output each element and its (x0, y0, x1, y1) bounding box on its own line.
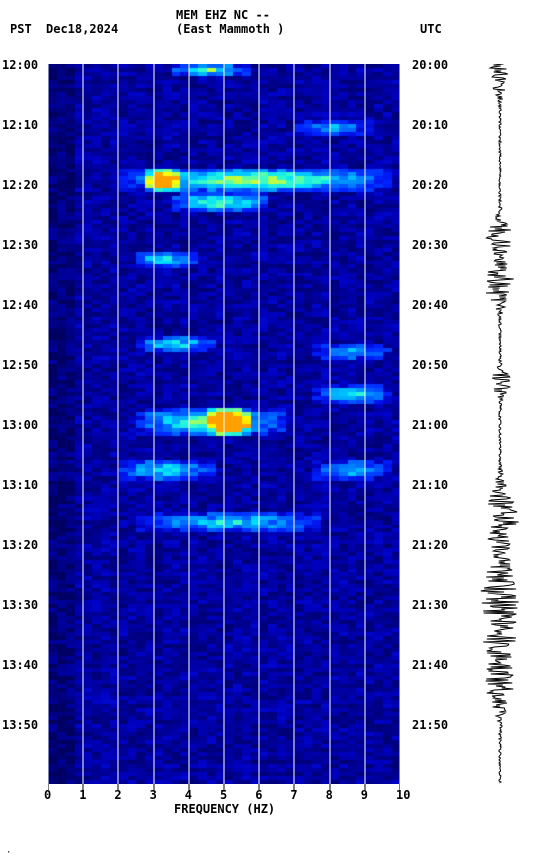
station-line2: (East Mammoth ) (176, 22, 284, 36)
right-time-tick: 21:40 (412, 658, 448, 672)
right-time-tick: 20:00 (412, 58, 448, 72)
spectrogram-gridlines (48, 64, 400, 784)
right-time-tick: 20:40 (412, 298, 448, 312)
right-time-tick: 21:20 (412, 538, 448, 552)
freq-tick-marks (48, 784, 400, 792)
right-time-tick: 21:00 (412, 418, 448, 432)
footer-mark: · (6, 848, 11, 858)
right-time-tick: 20:30 (412, 238, 448, 252)
left-time-tick: 13:50 (2, 718, 44, 732)
station-line1: MEM EHZ NC -- (176, 8, 270, 22)
right-time-tick: 20:50 (412, 358, 448, 372)
left-time-tick: 12:10 (2, 118, 44, 132)
spectrogram-page: { "header":{ "left_tz":"PST", "date":"De… (0, 0, 552, 864)
right-time-tick: 21:50 (412, 718, 448, 732)
right-time-tick: 21:10 (412, 478, 448, 492)
left-time-tick: 13:40 (2, 658, 44, 672)
left-time-tick: 12:30 (2, 238, 44, 252)
right-time-tick: 20:20 (412, 178, 448, 192)
left-timezone-label: PST (10, 22, 32, 36)
right-timezone-label: UTC (420, 22, 442, 36)
date-label: Dec18,2024 (46, 22, 118, 36)
left-time-tick: 12:40 (2, 298, 44, 312)
left-time-tick: 13:20 (2, 538, 44, 552)
left-time-tick: 13:10 (2, 478, 44, 492)
seismogram-trace (480, 64, 520, 784)
left-time-tick: 12:20 (2, 178, 44, 192)
left-time-tick: 12:50 (2, 358, 44, 372)
left-time-tick: 12:00 (2, 58, 44, 72)
left-time-tick: 13:00 (2, 418, 44, 432)
right-time-tick: 20:10 (412, 118, 448, 132)
frequency-axis-label: FREQUENCY (HZ) (174, 802, 275, 816)
left-time-tick: 13:30 (2, 598, 44, 612)
right-time-tick: 21:30 (412, 598, 448, 612)
